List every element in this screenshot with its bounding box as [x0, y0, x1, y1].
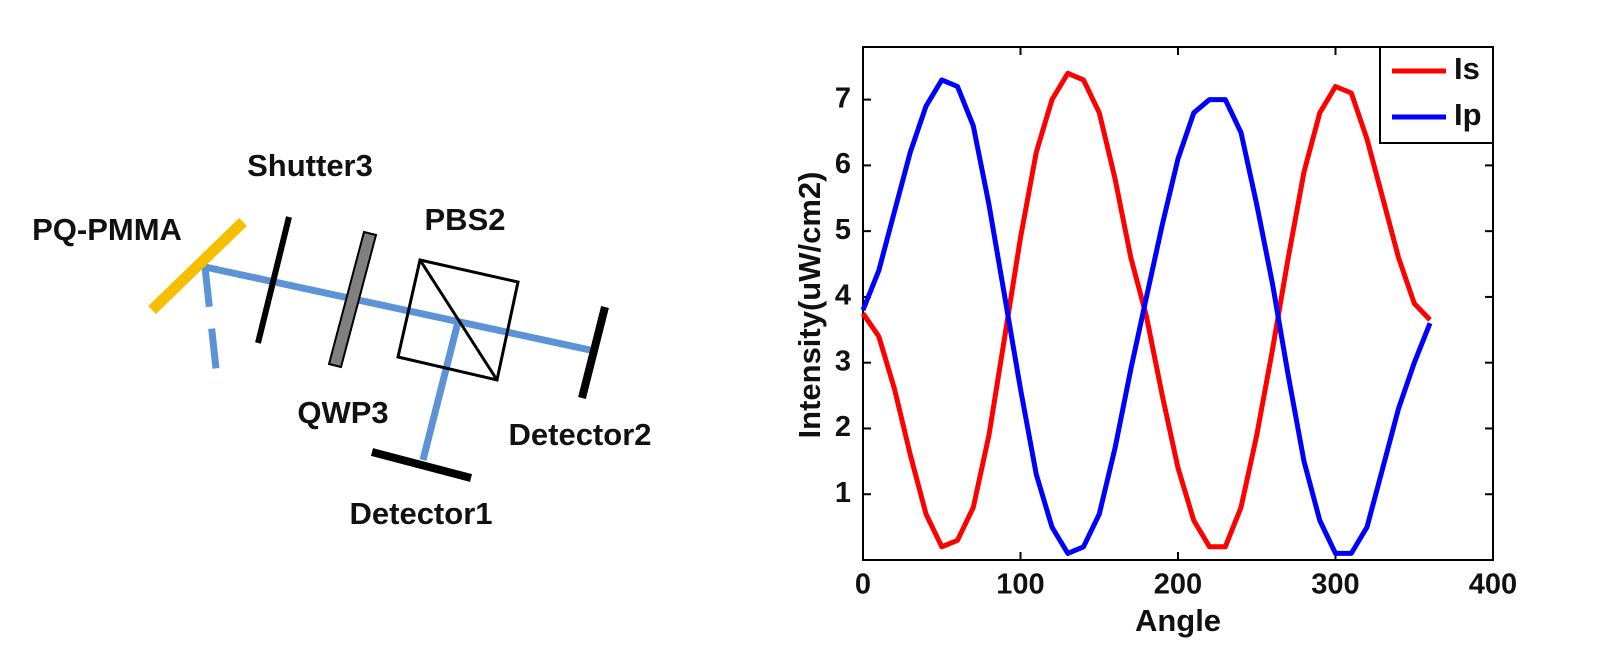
y-tick-label: 6: [835, 148, 851, 180]
x-tick-label: 200: [1154, 569, 1202, 601]
detector: [370, 448, 473, 482]
series-line: [860, 77, 1433, 556]
label: Shutter3: [247, 148, 373, 183]
legend-box: [1379, 46, 1494, 144]
label: Detector1: [350, 496, 493, 531]
label: Detector2: [509, 417, 652, 452]
y-tick-label: 2: [835, 411, 851, 443]
x-tick-label: 400: [1469, 569, 1517, 601]
beam: [204, 263, 591, 354]
y-tick-label: 1: [835, 477, 851, 509]
x-tick-label: 0: [855, 569, 871, 601]
x-tick-label: 100: [996, 569, 1044, 601]
x-tick-label: 300: [1311, 569, 1359, 601]
y-tick-label: 4: [835, 280, 851, 312]
label: QWP3: [297, 395, 388, 430]
series-line: [860, 70, 1432, 550]
splitter-diagonal: [418, 259, 499, 381]
y-tick-label: 7: [835, 82, 851, 114]
legend-label: Is: [1454, 51, 1480, 86]
y-axis-label: Intensity(uW/cm2): [792, 172, 827, 439]
label: PBS2: [425, 202, 506, 237]
detector: [578, 306, 609, 399]
label: PQ-PMMA: [32, 212, 182, 247]
y-tick-label: 5: [835, 214, 851, 246]
sample: [148, 218, 247, 314]
beam: [419, 321, 462, 461]
reflected-beam: [201, 266, 221, 379]
optical-diagram: Shutter3 PQ-PMMA PBS2 QWP3 Detector2 Det…: [32, 148, 651, 531]
legend-label: Ip: [1454, 97, 1482, 132]
shutter: [255, 216, 292, 344]
waveplate: [327, 230, 378, 369]
y-tick-label: 3: [835, 345, 851, 377]
x-axis-label: Angle: [1135, 603, 1221, 638]
